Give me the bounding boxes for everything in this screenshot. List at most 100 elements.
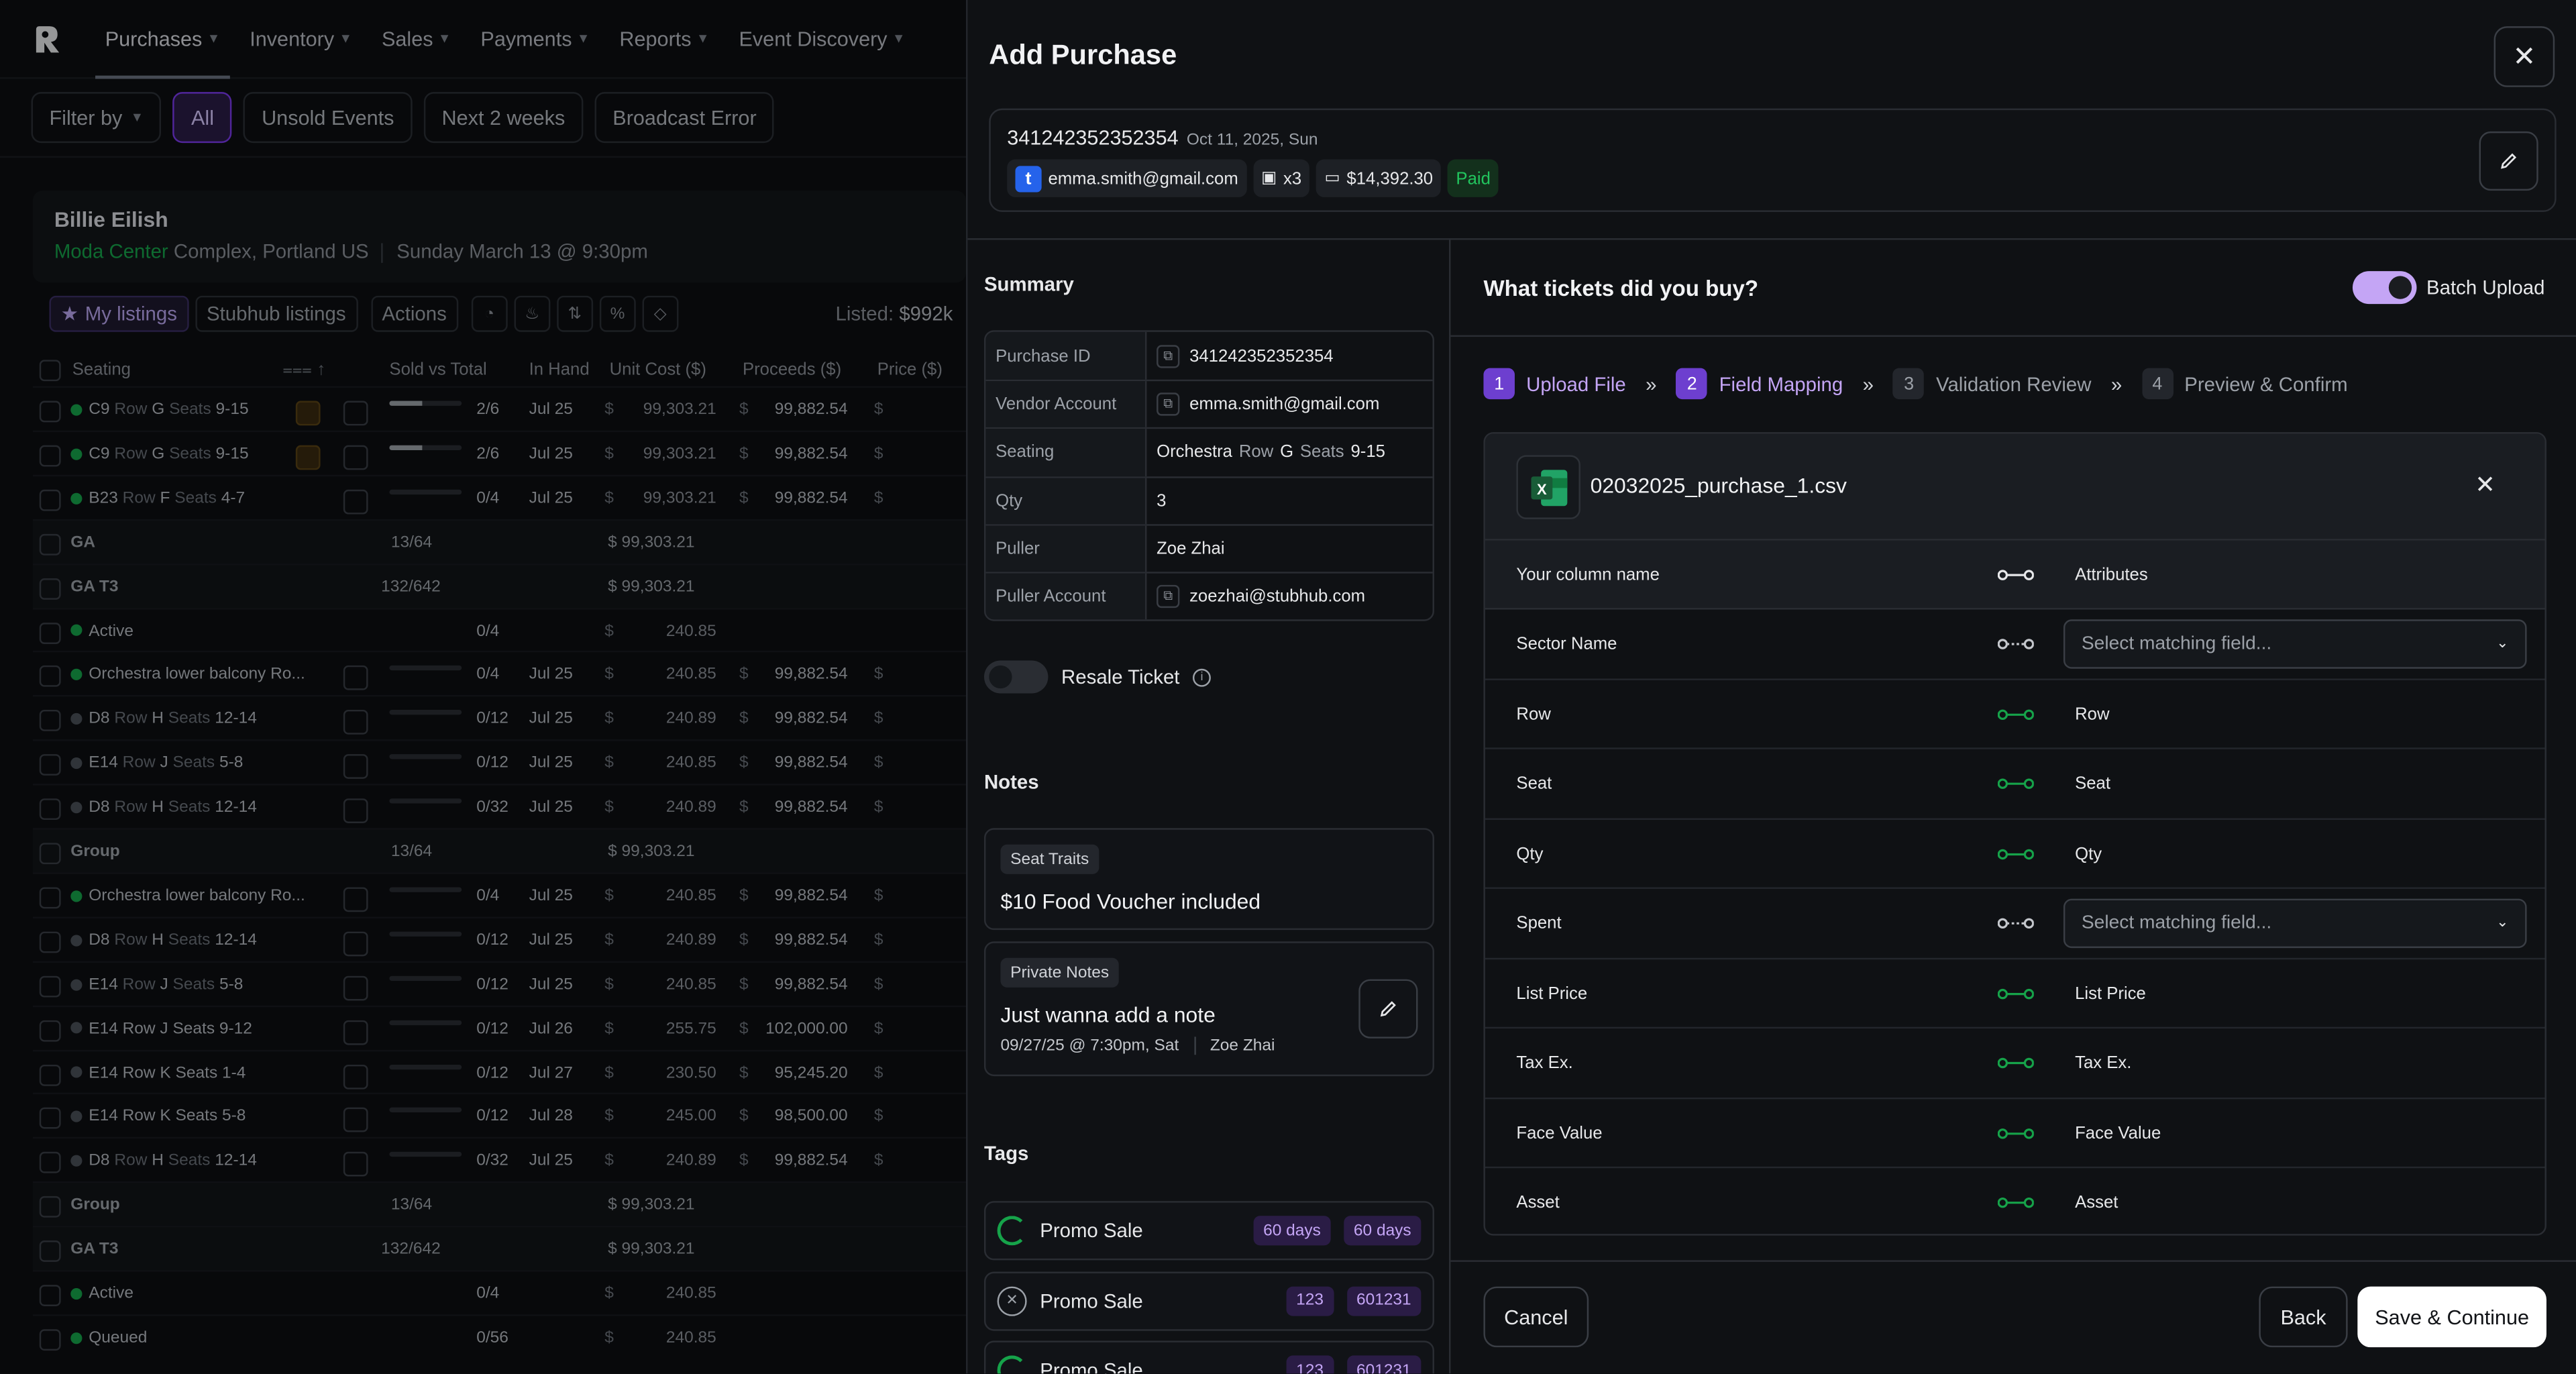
step-2-label[interactable]: Field Mapping	[1719, 372, 1843, 395]
document-icon[interactable]	[343, 1108, 368, 1133]
nav-item-inventory[interactable]: Inventory ▼	[250, 0, 352, 78]
nav-item-sales[interactable]: Sales ▼	[382, 0, 451, 78]
table-row[interactable]: E14 Row J Seats 9-12 0/12 Jul 26 $255.75 $10…	[32, 1004, 967, 1049]
edit-note-button[interactable]	[1358, 979, 1418, 1039]
filter-chip-next-2-weeks[interactable]: Next 2 weeks	[423, 92, 584, 144]
document-icon[interactable]	[343, 489, 368, 515]
hold-icon[interactable]	[295, 401, 321, 426]
table-row[interactable]: D8 Row H Seats 12-14 0/32 Jul 25 $240.89 $99…	[32, 784, 967, 828]
table-row[interactable]: E14 Row J Seats 5-8 0/12 Jul 25 $240.85 $99,…	[32, 739, 967, 784]
tag-row[interactable]: Promo Sale 60 days 60 days	[983, 1201, 1434, 1261]
table-row[interactable]: Active 0/4 $240.85	[32, 1270, 967, 1314]
table-row[interactable]: D8 Row H Seats 12-14 0/12 Jul 25 $240.89 $99…	[32, 916, 967, 961]
select-matching-field-dropdown[interactable]: Select matching field... ⌄	[2063, 619, 2527, 669]
modal-backdrop[interactable]	[0, 0, 967, 1374]
resale-toggle[interactable]	[983, 660, 1049, 694]
gauge-icon[interactable]: ◔	[471, 295, 508, 332]
table-row[interactable]: Orchestra lower balcony Ro... 0/4 Jul 25 $2…	[32, 872, 967, 916]
table-row[interactable]: D8 Row H Seats 12-14 0/32 Jul 25 $240.89 $99…	[32, 1137, 967, 1181]
row-checkbox[interactable]	[39, 578, 61, 599]
table-row[interactable]: Group 13/64 $ 99,303.21	[32, 828, 967, 873]
document-icon[interactable]	[343, 931, 368, 956]
document-icon[interactable]	[343, 710, 368, 735]
select-matching-field-dropdown[interactable]: Select matching field... ⌄	[2063, 898, 2527, 949]
info-icon[interactable]: i	[1193, 668, 1211, 686]
percent-icon[interactable]: %	[599, 295, 636, 332]
row-checkbox[interactable]	[39, 887, 61, 909]
document-icon[interactable]	[343, 754, 368, 780]
row-checkbox[interactable]	[39, 1152, 61, 1174]
col-unit-cost[interactable]: Unit Cost ($)	[609, 360, 706, 380]
app-logo[interactable]	[30, 21, 66, 57]
table-row[interactable]: Queued 0/56 $240.85	[32, 1314, 967, 1359]
nav-item-reports[interactable]: Reports ▼	[619, 0, 709, 78]
actions-button[interactable]: Actions	[370, 295, 458, 332]
col-seating[interactable]: Seating	[72, 360, 131, 380]
copy-icon[interactable]: ⧉	[1157, 344, 1180, 368]
row-checkbox[interactable]	[39, 401, 61, 423]
step-4-label[interactable]: Preview & Confirm	[2184, 372, 2348, 395]
filter-sort-icon[interactable]: ⩶ ↑	[282, 360, 326, 380]
row-checkbox[interactable]	[39, 975, 61, 997]
row-checkbox[interactable]	[39, 1240, 61, 1263]
step-3-label[interactable]: Validation Review	[1936, 372, 2092, 395]
filter-chip-all[interactable]: All	[173, 92, 232, 144]
table-row[interactable]: GA T3 132/642 $ 99,303.21	[32, 563, 967, 608]
row-checkbox[interactable]	[39, 489, 61, 511]
document-icon[interactable]	[343, 401, 368, 426]
document-icon[interactable]	[343, 1152, 368, 1177]
hold-icon[interactable]	[295, 445, 321, 470]
table-row[interactable]: GA 13/64 $ 99,303.21	[32, 519, 967, 564]
row-checkbox[interactable]	[39, 1196, 61, 1218]
row-checkbox[interactable]	[39, 931, 61, 953]
document-icon[interactable]	[343, 1063, 368, 1089]
table-row[interactable]: D8 Row H Seats 12-14 0/12 Jul 25 $240.89 $99…	[32, 695, 967, 740]
row-checkbox[interactable]	[39, 798, 61, 821]
table-row[interactable]: E14 Row J Seats 5-8 0/12 Jul 25 $240.85 $99,…	[32, 960, 967, 1005]
row-checkbox[interactable]	[39, 1063, 61, 1086]
document-icon[interactable]	[343, 1019, 368, 1045]
row-checkbox[interactable]	[39, 1019, 61, 1041]
row-checkbox[interactable]	[39, 710, 61, 732]
event-card[interactable]: Billie Eilish Moda Center Complex, Portl…	[32, 191, 967, 283]
row-checkbox[interactable]	[39, 754, 61, 776]
tab-stubhub-listings[interactable]: Stubhub listings	[195, 295, 358, 332]
row-checkbox[interactable]	[39, 843, 61, 865]
sort-icon[interactable]: ⇅	[556, 295, 593, 332]
table-row[interactable]: C9 Row G Seats 9-15 2/6 Jul 25 $99,303.21 $9…	[32, 430, 967, 474]
document-icon[interactable]	[343, 798, 368, 824]
batch-upload-toggle[interactable]	[2352, 271, 2417, 305]
tag-icon[interactable]: ◇	[642, 295, 679, 332]
col-proceeds[interactable]: Proceeds ($)	[742, 360, 842, 380]
col-price[interactable]: Price ($)	[877, 360, 943, 380]
table-row[interactable]: C9 Row G Seats 9-15 2/6 Jul 25 $99,303.21 $9…	[32, 386, 967, 431]
row-checkbox[interactable]	[39, 533, 61, 555]
row-checkbox[interactable]	[39, 621, 61, 643]
table-row[interactable]: Group 13/64 $ 99,303.21	[32, 1181, 967, 1226]
col-sold[interactable]: Sold vs Total	[389, 360, 487, 380]
table-row[interactable]: Active 0/4 $240.85	[32, 606, 967, 651]
document-icon[interactable]	[343, 666, 368, 691]
filter-chip-unsold-events[interactable]: Unsold Events	[244, 92, 413, 144]
venue-link[interactable]: Moda Center	[54, 240, 168, 263]
step-1-label[interactable]: Upload File	[1526, 372, 1626, 395]
tag-row[interactable]: ✕ Promo Sale 123 601231	[983, 1271, 1434, 1330]
filter-by-dropdown[interactable]: Filter by ▼	[31, 92, 162, 144]
row-checkbox[interactable]	[39, 666, 61, 688]
document-icon[interactable]	[343, 887, 368, 912]
nav-item-event-discovery[interactable]: Event Discovery ▼	[739, 0, 905, 78]
save-continue-button[interactable]: Save & Continue	[2357, 1286, 2546, 1348]
col-in-hand[interactable]: In Hand	[529, 360, 590, 380]
close-drawer-button[interactable]: ✕	[2493, 26, 2555, 87]
nav-item-payments[interactable]: Payments ▼	[480, 0, 590, 78]
table-row[interactable]: GA T3 132/642 $ 99,303.21	[32, 1226, 967, 1271]
table-row[interactable]: E14 Row K Seats 1-4 0/12 Jul 27 $230.50 $95,…	[32, 1049, 967, 1094]
select-all-checkbox[interactable]	[39, 360, 61, 382]
tab-my-listings[interactable]: ★ My listings	[49, 295, 189, 332]
table-row[interactable]: B23 Row F Seats 4-7 0/4 Jul 25 $99,303.21 $9…	[32, 474, 967, 519]
cancel-button[interactable]: Cancel	[1483, 1286, 1589, 1348]
copy-icon[interactable]: ⧉	[1157, 392, 1180, 417]
tag-row[interactable]: Promo Sale 123 601231	[983, 1340, 1434, 1374]
row-checkbox[interactable]	[39, 445, 61, 467]
copy-icon[interactable]: ⧉	[1157, 584, 1180, 609]
